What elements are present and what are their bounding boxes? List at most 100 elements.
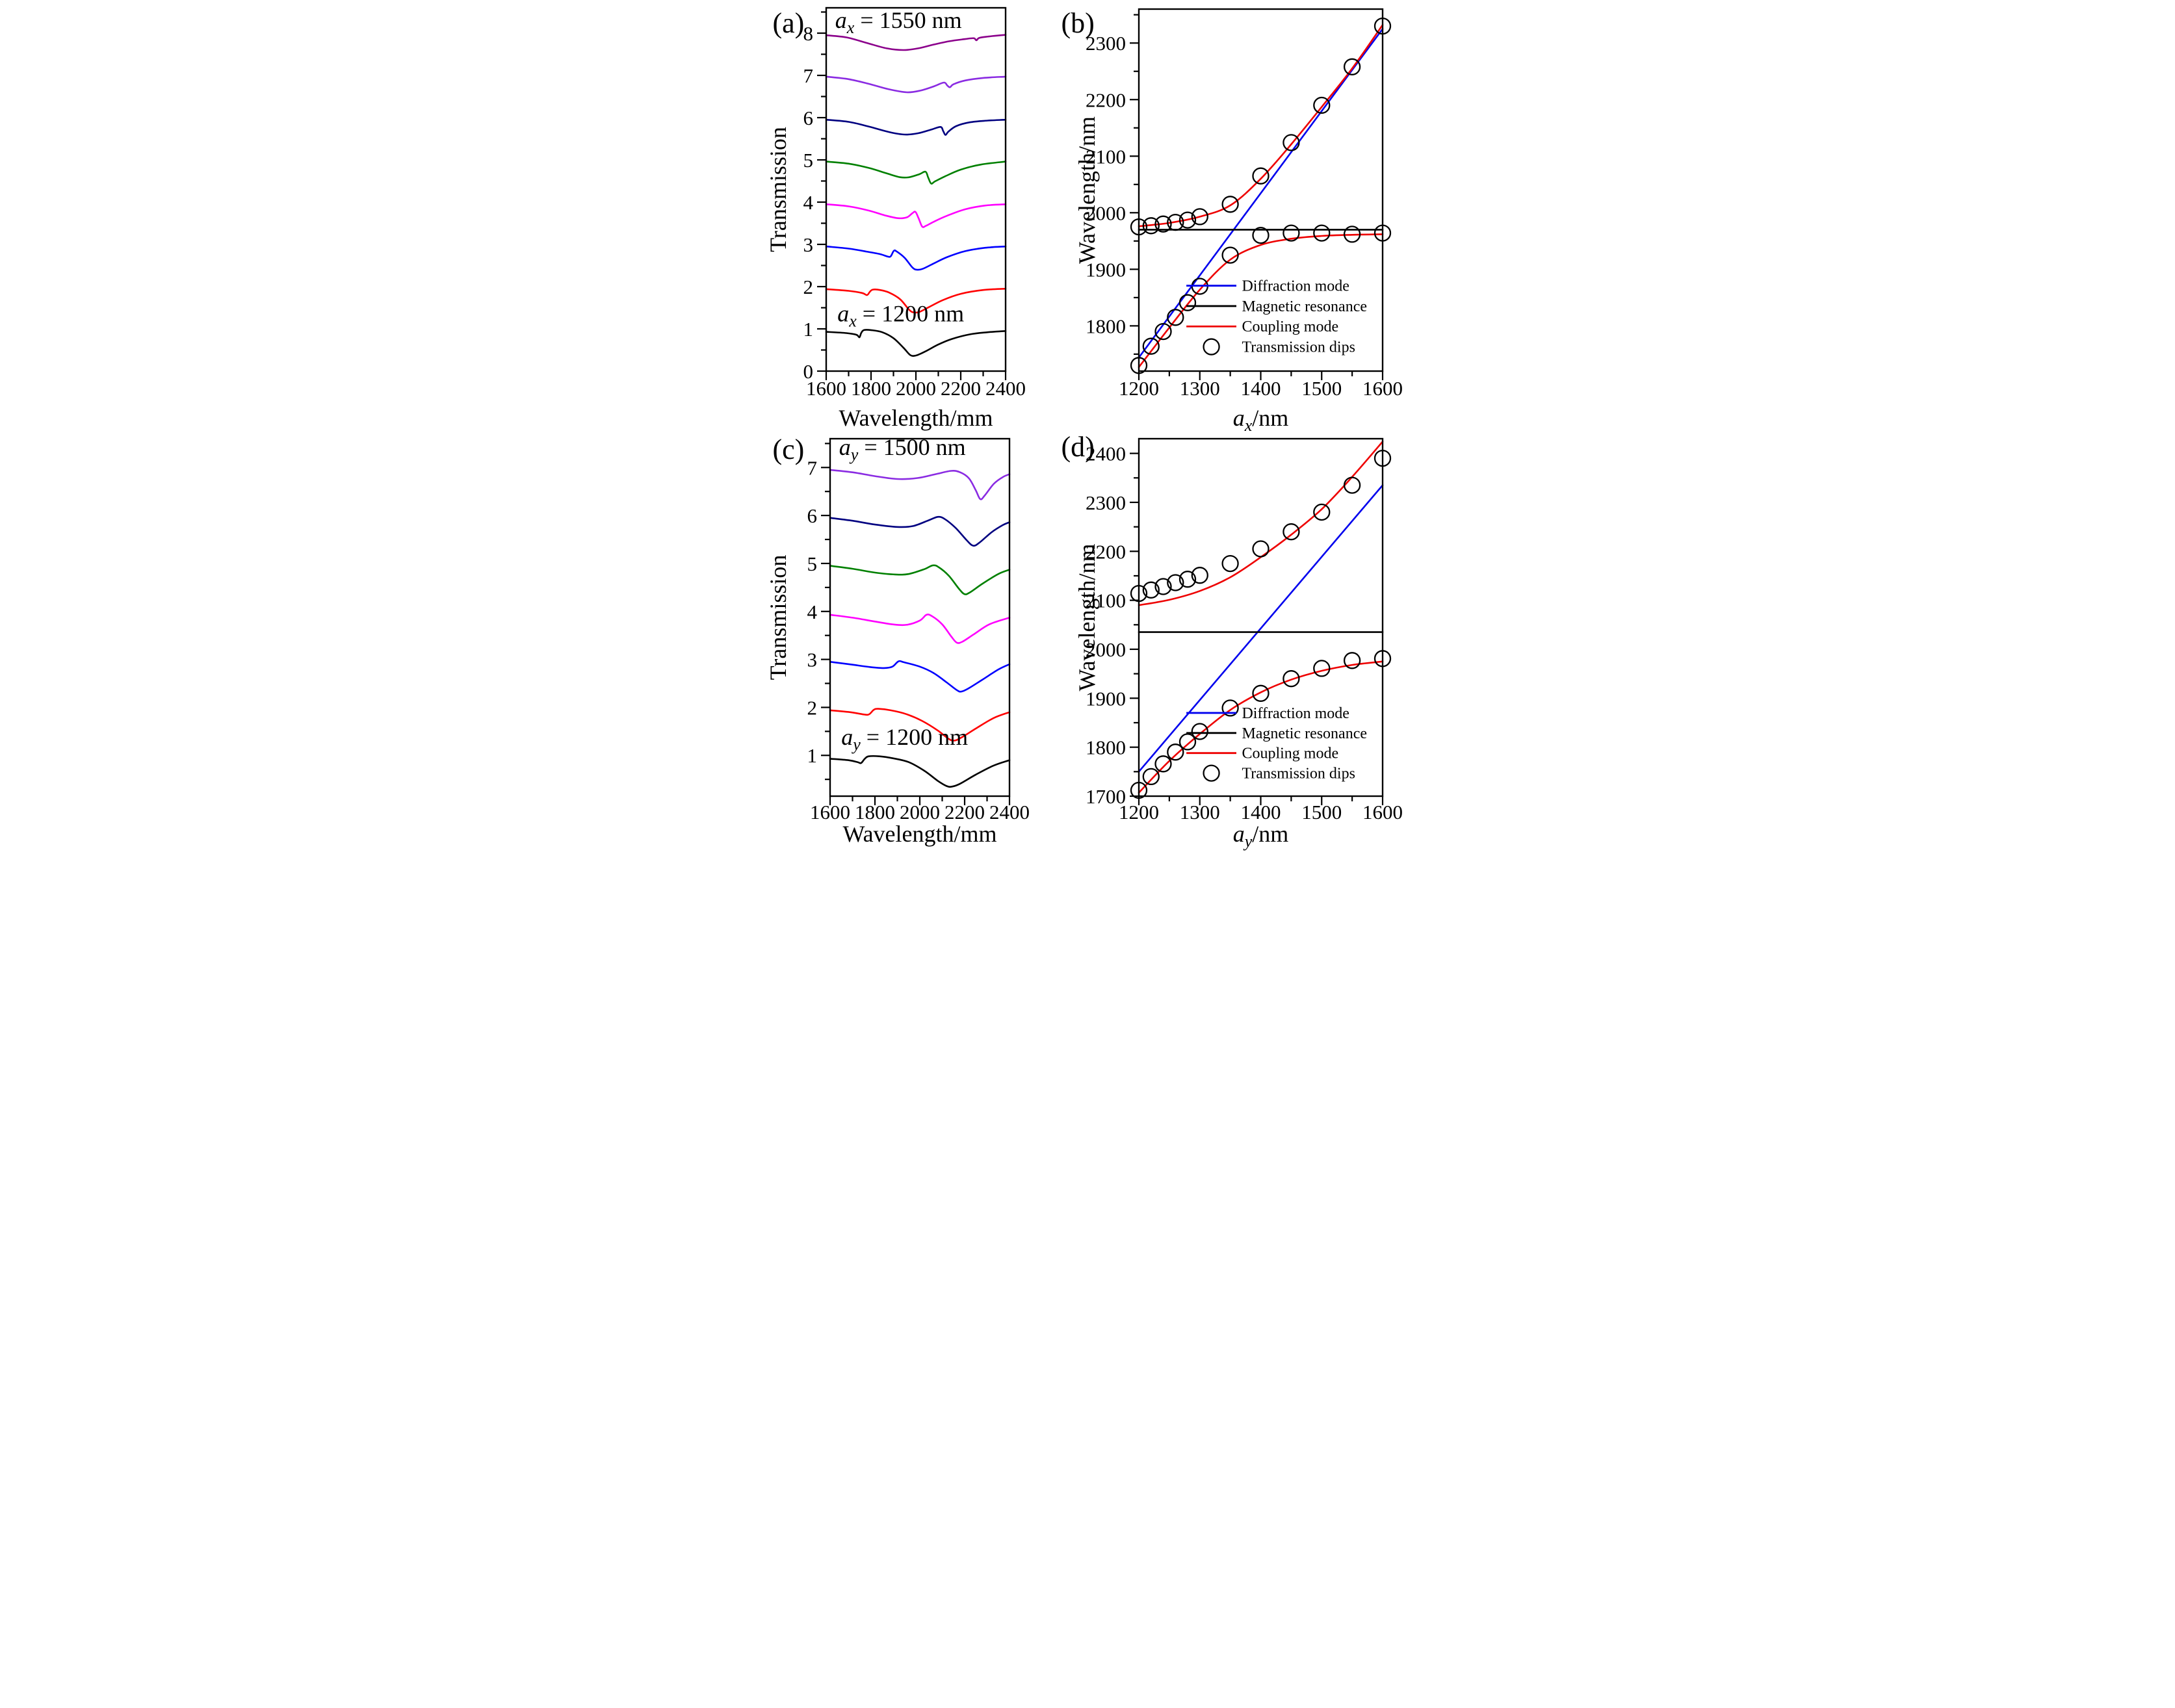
y-tick-label: 1: [807, 744, 817, 767]
transmission-dip-marker: [1191, 723, 1208, 740]
x-tick-labels: 1200 1300 1400 1500 1600: [1119, 377, 1403, 400]
x-tick-labels: 1200 1300 1400 1500 1600: [1119, 801, 1403, 823]
x-axis-label: Wavelength/mm: [842, 821, 996, 847]
transmission-dip-marker: [1251, 226, 1270, 244]
transmission-dip-marker: [1221, 699, 1239, 717]
x-tick-label: 1600: [1362, 801, 1403, 823]
transmission-dip-marker: [1142, 581, 1160, 599]
x-tick-label: 1500: [1301, 377, 1342, 400]
spectrum-ax-1550nm: [825, 34, 1006, 51]
transmission-dip-marker: [1221, 196, 1239, 213]
transmission-dip-marker: [1343, 652, 1361, 669]
spectrum-ay-1300nm: [829, 660, 1010, 693]
x-tick-label: 2200: [941, 377, 981, 400]
y-tick-label: 2000: [1086, 201, 1126, 224]
y-axis-label: Transmission: [765, 127, 791, 252]
legend-label: Diffraction mode: [1242, 278, 1349, 295]
transmission-dip-marker: [1154, 755, 1172, 773]
panel-b-tag: (b): [1061, 7, 1095, 39]
transmission-dip-marker: [1179, 211, 1196, 229]
y-tick-label: 7: [803, 64, 813, 87]
coupling-mode-upper: [1138, 441, 1383, 606]
y-tick-labels: 1700 1800 1900 2000 2100 2200 2300 2400: [1086, 443, 1126, 808]
y-tick-labels: 0 1 2 3 4 5 6 7 8: [803, 22, 813, 383]
transmission-dip-marker: [1191, 208, 1208, 226]
transmission-dip-marker: [1282, 523, 1300, 541]
spectrum-ay-1350nm: [829, 614, 1010, 644]
axis-ticks: [1129, 452, 1383, 805]
legend-label: Transmission dips: [1242, 766, 1355, 783]
spectrum-ax-1250nm: [825, 287, 1006, 314]
annotation-bottom: ay = 1200 nm: [841, 724, 968, 754]
y-tick-label: 5: [803, 149, 813, 172]
transmission-dip-marker: [1312, 224, 1330, 242]
panel-a-plot: 1600 1800 2000 2200 2400012345678Wavelength/…: [765, 6, 1026, 431]
x-tick-label: 1800: [851, 377, 891, 400]
legend-label: Coupling mode: [1242, 745, 1338, 762]
x-tick-label: 2000: [900, 801, 940, 823]
transmission-dips-upper: [1130, 449, 1391, 602]
axis-ticks: [1129, 14, 1383, 380]
legend-label: Diffraction mode: [1242, 705, 1349, 722]
y-tick-label: 2000: [1086, 638, 1126, 661]
legend: Diffraction mode Magnetic resonance Coupli…: [1186, 705, 1367, 783]
x-axis-label: Wavelength/mm: [839, 405, 993, 431]
spectrum-ax-1400nm: [825, 161, 1006, 185]
y-tick-label: 2300: [1086, 32, 1126, 55]
y-tick-label: 2: [803, 276, 813, 298]
coupling-mode-upper: [1138, 24, 1383, 227]
spectrum-ax-1200nm: [825, 329, 1006, 357]
plot-frame: [1138, 8, 1383, 372]
x-tick-label: 1600: [806, 377, 846, 400]
y-tick-label: 4: [803, 191, 813, 214]
x-axis-label: ax/nm: [1232, 405, 1288, 435]
transmission-dip-marker: [1166, 574, 1184, 591]
y-tick-label: 2100: [1086, 589, 1126, 612]
y-tick-label: 3: [807, 649, 817, 671]
spectrum-ax-1300nm: [825, 245, 1006, 271]
y-tick-label: 2400: [1086, 443, 1126, 465]
transmission-dip-marker: [1282, 134, 1300, 151]
x-tick-label: 2400: [985, 377, 1026, 400]
legend: Diffraction mode Magnetic resonance Coupli…: [1186, 278, 1367, 356]
transmission-dip-marker: [1312, 96, 1330, 114]
legend-label: Coupling mode: [1242, 318, 1338, 335]
transmission-dips-lower: [1130, 650, 1391, 799]
y-tick-label: 3: [803, 233, 813, 256]
x-tick-label: 1600: [810, 801, 850, 823]
y-tick-label: 1800: [1086, 736, 1126, 759]
spectrum-ax-1350nm: [825, 203, 1006, 228]
transmission-dip-marker: [1142, 217, 1160, 235]
x-tick-label: 2000: [896, 377, 936, 400]
transmission-dip-marker: [1251, 167, 1270, 185]
y-axis-label: Transmission: [765, 555, 791, 680]
transmission-dip-marker: [1166, 309, 1184, 326]
axis-ticks: [820, 443, 1010, 805]
y-tick-label: 6: [807, 504, 817, 527]
annotation-top: ay = 1500 nm: [839, 434, 965, 464]
legend-label: Transmission dips: [1242, 339, 1355, 356]
y-tick-label: 1700: [1086, 785, 1126, 808]
transmission-dip-marker: [1179, 733, 1196, 751]
transmission-dip-marker: [1312, 503, 1330, 521]
legend-symbol-circle: [1202, 338, 1220, 356]
transmission-dip-marker: [1221, 554, 1239, 573]
transmission-dip-marker: [1282, 224, 1300, 242]
x-tick-label: 2200: [944, 801, 985, 823]
spectrum-ay-1250nm: [829, 708, 1010, 742]
y-tick-label: 1900: [1086, 687, 1126, 710]
panel-a-tag: (a): [772, 7, 805, 39]
coupling-mode-lower: [1138, 233, 1383, 369]
panel-d-tag: (d): [1061, 431, 1095, 463]
axis-ticks: [816, 11, 1006, 380]
transmission-dip-marker: [1251, 540, 1270, 558]
y-tick-label: 0: [803, 360, 813, 383]
transmission-dips-upper: [1130, 17, 1391, 236]
transmission-dip-marker: [1343, 226, 1361, 243]
legend-symbol-circle: [1202, 764, 1220, 782]
x-tick-labels: 1600 1800 2000 2200 2400: [810, 801, 1030, 823]
transmission-dip-marker: [1179, 571, 1196, 588]
x-axis-label: ay/nm: [1232, 821, 1288, 851]
y-tick-label: 2200: [1086, 88, 1126, 111]
transmission-dip-marker: [1251, 684, 1270, 702]
